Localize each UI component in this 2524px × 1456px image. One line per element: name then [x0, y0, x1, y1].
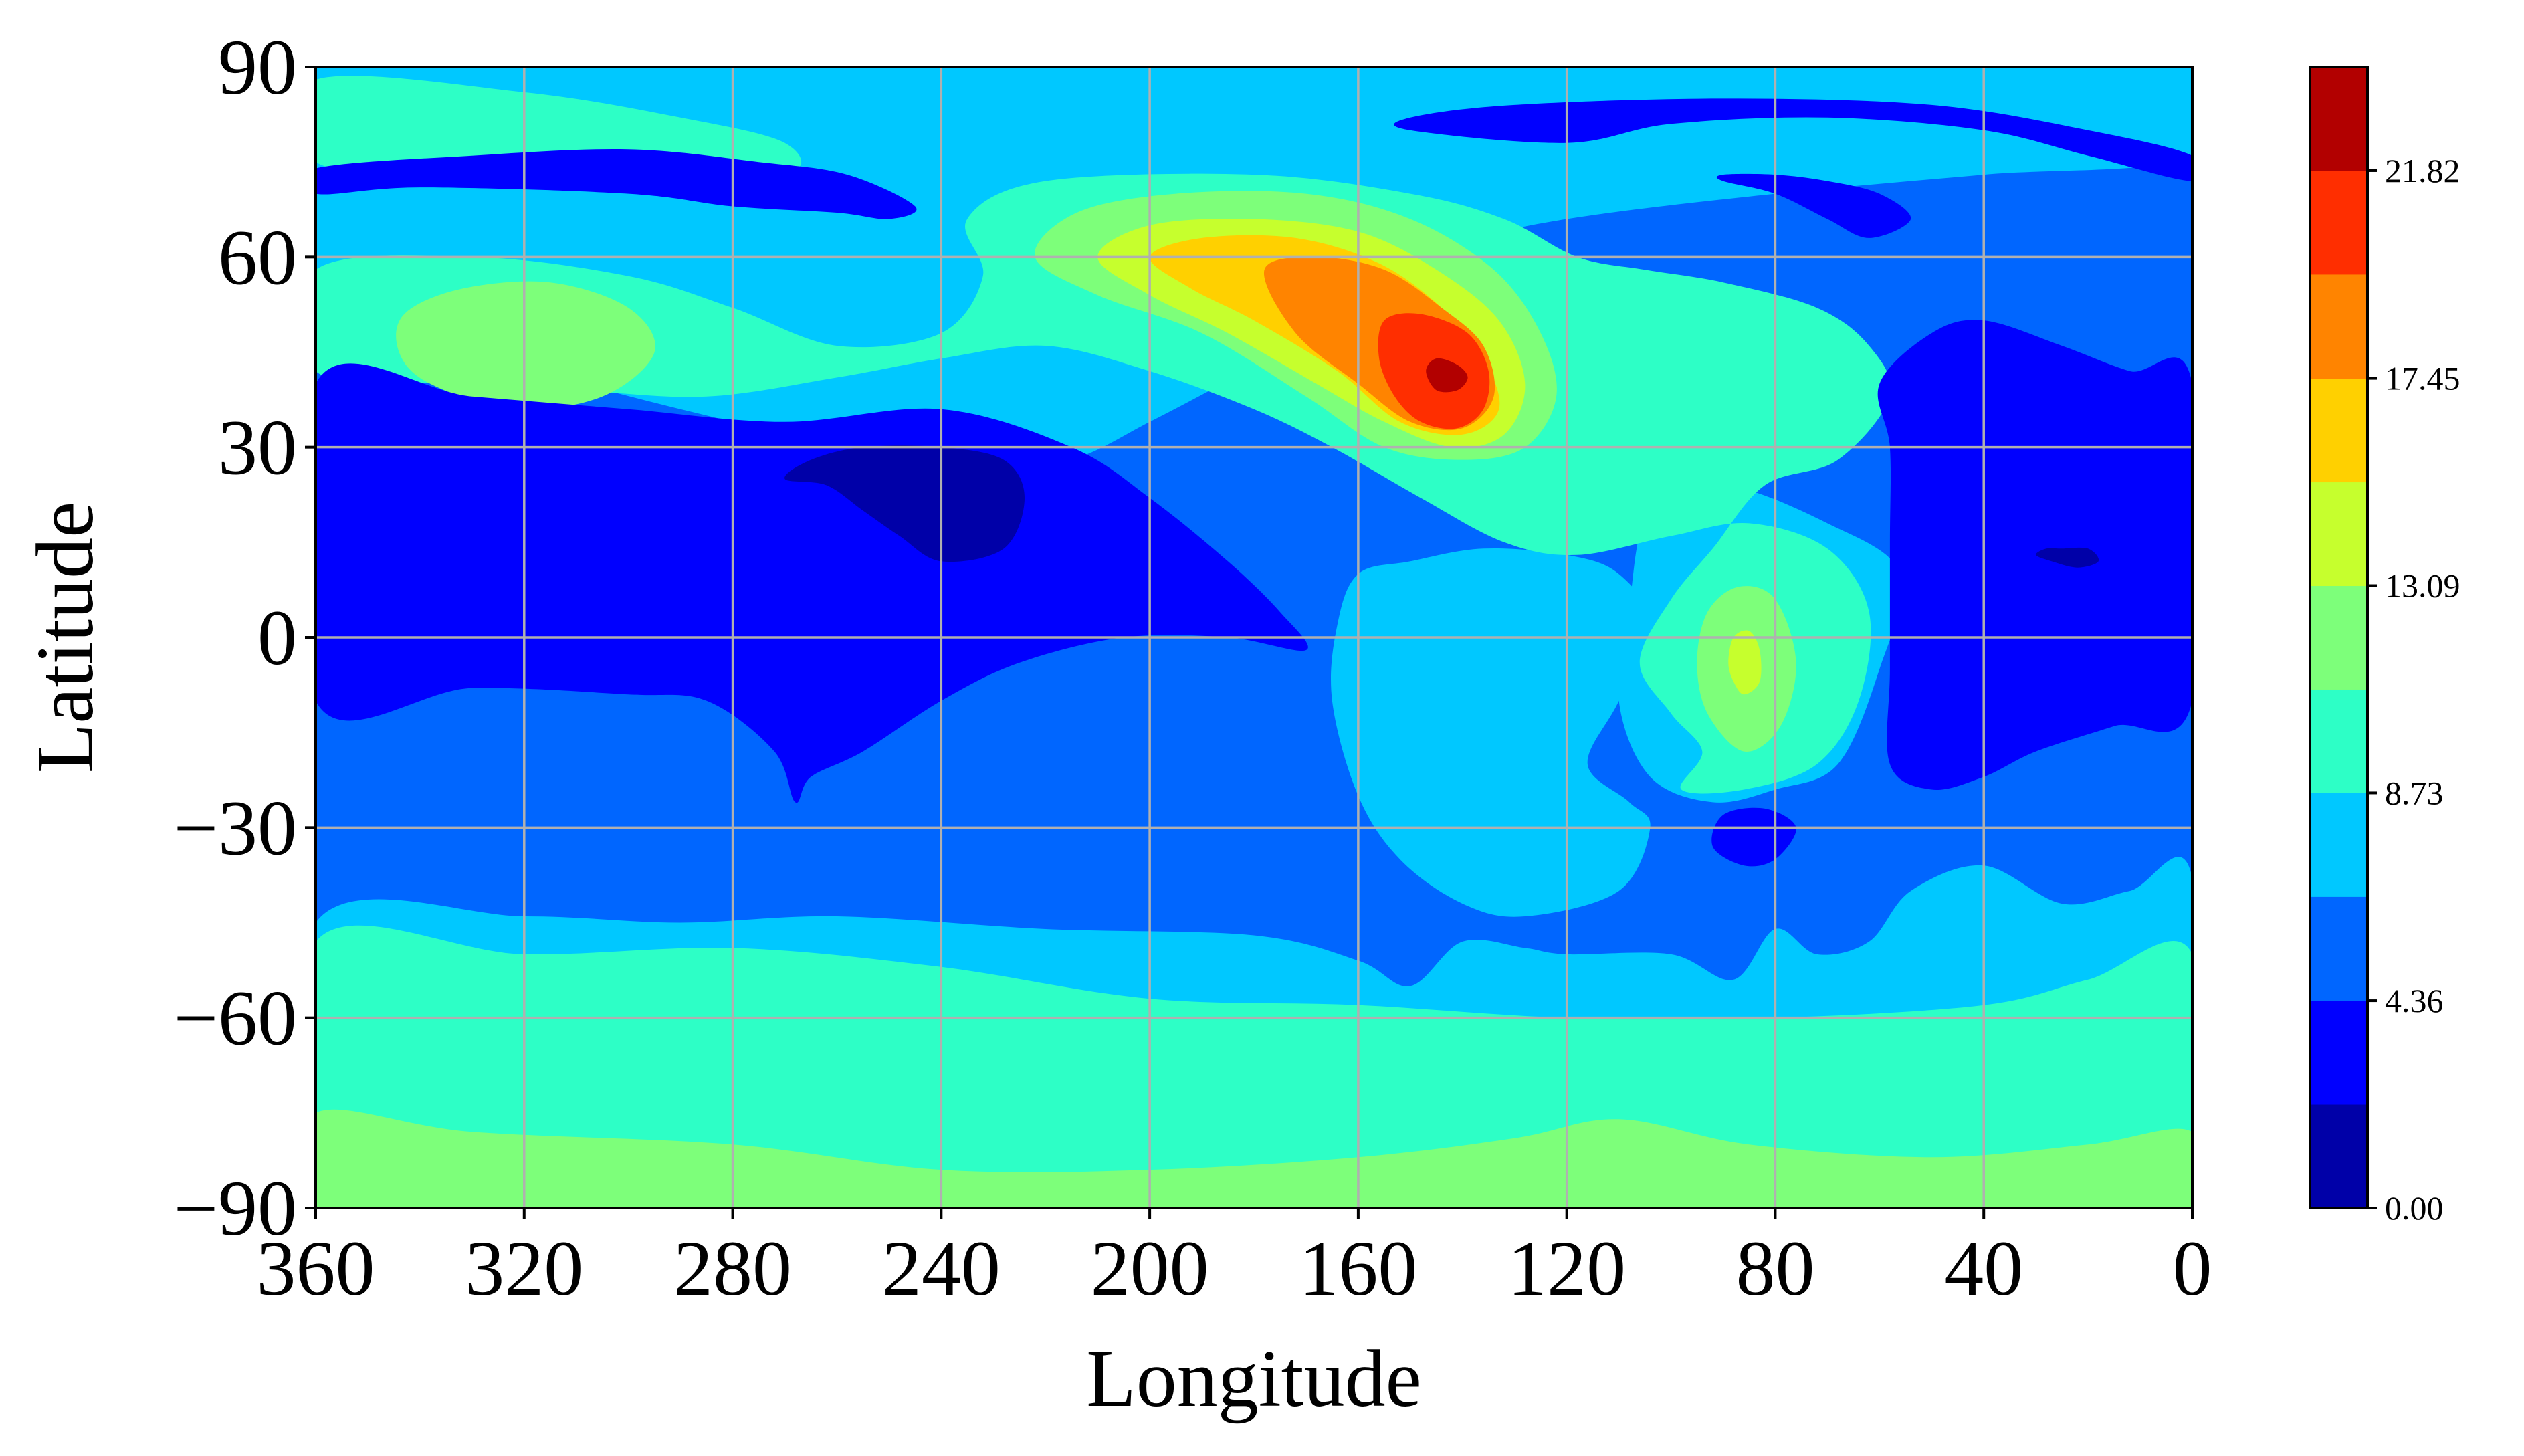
contour-region: [1426, 358, 1468, 393]
y-tick-label: 90: [218, 23, 297, 111]
colorbar-segment: [2310, 170, 2368, 275]
x-tick-label: 80: [1736, 1225, 1814, 1312]
x-tick-label: 280: [673, 1225, 792, 1312]
contour-region: [977, 465, 1009, 486]
y-axis-label: Latitude: [20, 502, 110, 774]
colorbar-segment: [2310, 689, 2368, 793]
x-axis-label: Longitude: [1086, 1334, 1421, 1424]
colorbar-frame: [2309, 66, 2369, 1209]
colorbar-segment: [2310, 1001, 2368, 1105]
x-tick-label: 200: [1091, 1225, 1209, 1312]
x-tick-label: 120: [1507, 1225, 1626, 1312]
contour-region: [316, 1109, 2192, 1208]
y-tick-label: −60: [173, 974, 297, 1062]
x-tick-label: 160: [1299, 1225, 1417, 1312]
colorbar-tick-label: 0.00: [2385, 1189, 2444, 1227]
contour-region: [784, 445, 1025, 562]
colorbar-segment: [2310, 896, 2368, 1001]
x-axis-ticks: 360 320 280 240 200 160 120 80 40 0: [257, 1208, 2212, 1312]
y-tick-label: −90: [173, 1164, 297, 1252]
colorbar-tick-label: 21.82: [2385, 152, 2460, 189]
colorbar-segment: [2310, 67, 2368, 171]
x-tick-label: 320: [465, 1225, 583, 1312]
contour-region: [1394, 98, 2192, 181]
colorbar-segment: [2310, 793, 2368, 897]
colorbar-segment: [2310, 1104, 2368, 1209]
x-tick-label: 0: [2173, 1225, 2212, 1312]
contour-region: [316, 363, 1308, 803]
x-tick-label: 40: [1944, 1225, 2023, 1312]
contour-region: [1877, 320, 2192, 790]
x-tick-label: 360: [257, 1225, 375, 1312]
y-axis-ticks: 90 60 30 0 −30 −60 −90: [173, 23, 316, 1252]
colorbar-tick-label: 17.45: [2385, 360, 2460, 397]
plot-area: [316, 67, 2192, 1208]
colorbar-tick-label: 4.36: [2385, 982, 2444, 1019]
contour-region: [316, 925, 2192, 1208]
contour-region: [1716, 173, 1911, 238]
colorbar-ticks: 0.00 4.36 8.73 13.09 17.45 21.82: [2368, 152, 2460, 1227]
y-tick-label: 60: [218, 213, 297, 301]
colorbar: [2309, 66, 2369, 1209]
contour-region: [316, 148, 917, 219]
x-tick-label: 240: [882, 1225, 1001, 1312]
contour-region: [1331, 548, 1651, 917]
colorbar-segment: [2310, 482, 2368, 587]
colorbar-segment: [2310, 274, 2368, 379]
y-tick-label: 0: [257, 594, 297, 682]
colorbar-tick-label: 8.73: [2385, 774, 2444, 811]
y-tick-label: 30: [218, 404, 297, 492]
colorbar-segment: [2310, 585, 2368, 690]
contour-region: [1728, 630, 1762, 695]
y-tick-label: −30: [173, 784, 297, 871]
colorbar-segment: [2310, 378, 2368, 483]
contour-region: [396, 281, 655, 410]
contour-region: [2036, 547, 2099, 568]
colorbar-tick-label: 13.09: [2385, 567, 2460, 605]
